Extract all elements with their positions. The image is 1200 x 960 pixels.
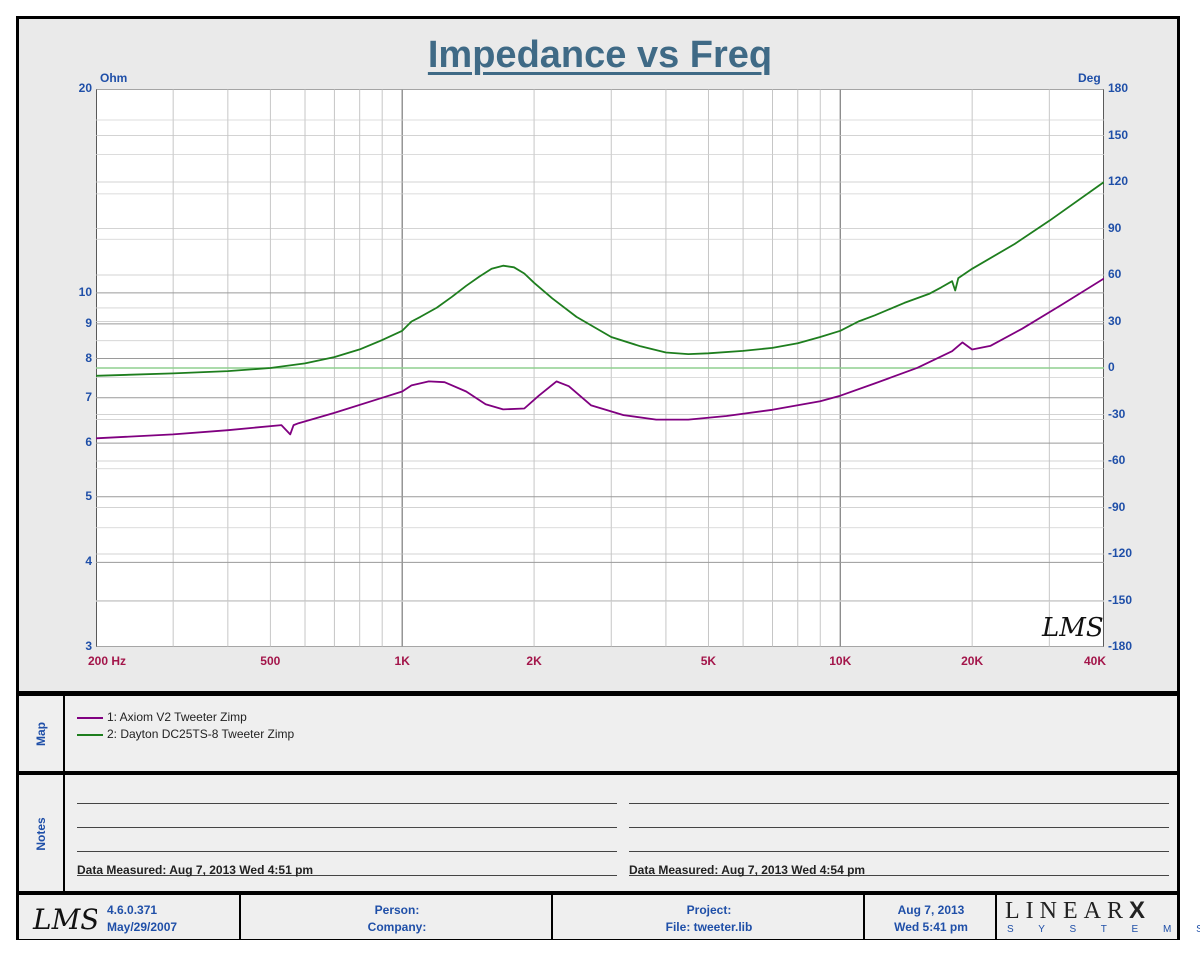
- lms-logo-text: LMS: [32, 903, 97, 936]
- y-right-tick-label: 150: [1108, 127, 1129, 142]
- notes-side-label: Notes: [19, 775, 65, 892]
- legend-item-1: 1: Axiom V2 Tweeter Zimp: [77, 710, 247, 724]
- x-tick-label: 500: [260, 654, 281, 668]
- footer-person-cell: Person: Company:: [241, 895, 553, 939]
- note-line: [77, 851, 617, 852]
- left-axis-unit: Ohm: [100, 71, 128, 85]
- print-time: Wed 5:41 pm: [894, 920, 968, 934]
- company: Company:: [367, 920, 427, 934]
- version: 4.6.0.371: [107, 903, 158, 917]
- x-tick-label: 200 Hz: [88, 654, 127, 668]
- footer-date-cell: Aug 7, 2013 Wed 5:41 pm: [865, 895, 997, 939]
- x-tick-label: 40K: [1083, 654, 1106, 668]
- y-left-tick-label: 10: [78, 284, 92, 299]
- map-side-label: Map: [19, 696, 65, 771]
- plot-area: LMS: [96, 89, 1104, 647]
- y-left-tick-label: 7: [85, 389, 92, 404]
- note-measured-right: Data Measured: Aug 7, 2013 Wed 4:54 pm: [629, 863, 866, 877]
- lms-watermark: LMS: [1041, 613, 1104, 643]
- y-right-tick-label: 0: [1108, 360, 1115, 374]
- y-left-tick-label: 8: [85, 350, 92, 365]
- note-line: [629, 851, 1169, 852]
- x-tick-label: 20K: [961, 654, 984, 668]
- x-tick-label: 1K: [394, 654, 410, 668]
- file: File: tweeter.lib: [665, 920, 753, 934]
- y-right-tick-label: 180: [1108, 81, 1129, 95]
- brand-linear: LINEAR: [1005, 898, 1129, 924]
- series-layer: [96, 181, 1104, 440]
- divider: [16, 691, 1180, 696]
- version-date: May/29/2007: [107, 920, 178, 934]
- lms-watermark-text: LMS: [1041, 613, 1104, 643]
- grid: [96, 89, 1104, 647]
- project: Project:: [686, 903, 732, 917]
- brand-systems: S Y S T E M S: [1007, 924, 1200, 935]
- y-right-tick-label: -60: [1108, 453, 1126, 467]
- x-tick-label: 5K: [700, 654, 717, 668]
- chart-title: Impedance vs Freq: [427, 34, 773, 76]
- x-tick-label: 2K: [526, 654, 542, 668]
- notes-panel: Notes Data Measured: Aug 7, 2013 Wed 4:5…: [19, 775, 1177, 892]
- series-line-2: [96, 181, 1104, 377]
- lms-logo: LMS: [32, 903, 97, 936]
- print-date: Aug 7, 2013: [897, 903, 965, 917]
- footer: LMS 4.6.0.371 May/29/2007 Person: Compan…: [19, 895, 1200, 939]
- y-right-tick-label: -120: [1108, 546, 1133, 560]
- map-label: Map: [34, 721, 48, 746]
- note-line: [629, 827, 1169, 828]
- right-axis-unit: Deg: [1078, 71, 1101, 85]
- note-line: [77, 803, 617, 804]
- y-left-tick-label: 4: [85, 554, 92, 569]
- notes-label: Notes: [34, 816, 48, 851]
- y-left-tick-label: 20: [78, 81, 92, 95]
- note-line: [629, 875, 1169, 876]
- legend-text-1: 1: Axiom V2 Tweeter Zimp: [107, 710, 247, 724]
- y-right-tick-label: 30: [1108, 313, 1122, 328]
- divider: [16, 891, 1180, 895]
- note-measured-left: Data Measured: Aug 7, 2013 Wed 4:51 pm: [77, 863, 314, 877]
- series-line-1: [96, 277, 1104, 440]
- legend-swatch-1: [77, 716, 103, 719]
- y-right-tick-label: 120: [1108, 174, 1129, 188]
- y-right-tick-label: -30: [1108, 406, 1126, 421]
- map-panel: Map 1: Axiom V2 Tweeter Zimp 2: Dayton D…: [19, 696, 1177, 771]
- note-line: [77, 827, 617, 828]
- x-tick-label: 10K: [829, 654, 852, 668]
- footer-version-cell: LMS 4.6.0.371 May/29/2007: [19, 895, 241, 939]
- note-line: [77, 875, 617, 876]
- y-left-tick-label: 5: [85, 488, 92, 503]
- y-left-tick-label: 6: [85, 435, 92, 450]
- divider: [16, 771, 1180, 775]
- note-line: [629, 803, 1169, 804]
- y-right-tick-label: 60: [1108, 267, 1122, 281]
- person: Person:: [374, 903, 420, 917]
- legend-text-2: 2: Dayton DC25TS-8 Tweeter Zimp: [107, 727, 295, 741]
- y-right-tick-label: -150: [1108, 592, 1133, 607]
- y-left-tick-label: 9: [85, 315, 92, 330]
- footer-project-cell: Project: File: tweeter.lib: [553, 895, 865, 939]
- y-left-tick-label: 3: [85, 639, 92, 653]
- y-right-tick-label: -90: [1108, 499, 1126, 514]
- legend-swatch-2: [77, 733, 103, 736]
- brand-x: X: [1128, 897, 1145, 924]
- legend-item-2: 2: Dayton DC25TS-8 Tweeter Zimp: [77, 727, 294, 741]
- linearx-logo: LINEARX S Y S T E M S: [997, 895, 1200, 939]
- y-right-tick-label: 90: [1108, 220, 1122, 235]
- y-right-tick-label: -180: [1108, 639, 1133, 653]
